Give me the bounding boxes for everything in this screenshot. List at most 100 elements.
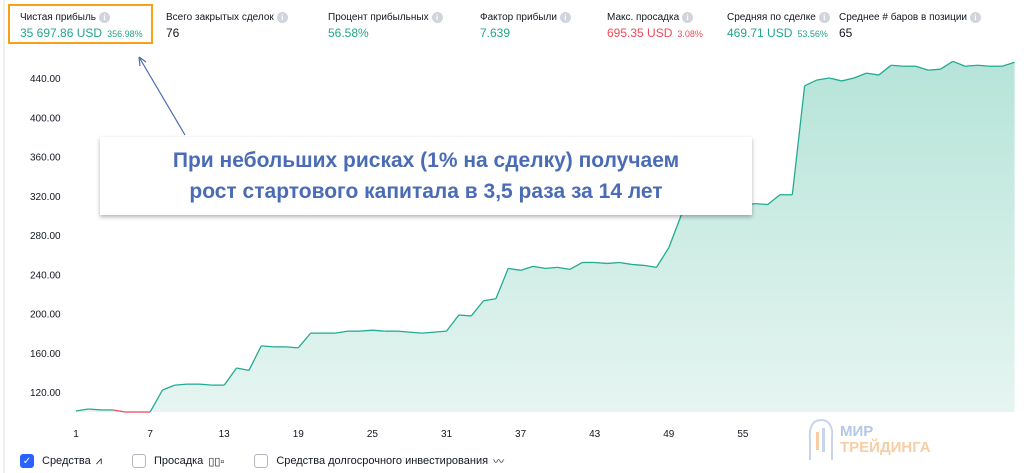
info-icon[interactable]: i xyxy=(682,12,694,23)
legend-buy-hold[interactable]: Средства долгосрочного инвестирования 〰 xyxy=(254,453,504,469)
equity-segment xyxy=(359,329,373,332)
legend: ✓ Средства ⩘ Просадка ▯▯▫ Средства долгосро… xyxy=(20,453,534,469)
stat-label: Всего закрытых сделок xyxy=(166,12,274,23)
equity-segment xyxy=(112,409,126,413)
stat-percent: 3.08% xyxy=(677,29,703,39)
equity-segment xyxy=(409,331,422,334)
equity-segment xyxy=(372,329,385,332)
equity-segment xyxy=(755,202,768,206)
annotation-line-1: При небольших рисках (1% на сделку) полу… xyxy=(172,149,680,172)
x-tick-label: 31 xyxy=(441,429,453,440)
stat-label: Чистая прибыль xyxy=(20,12,96,23)
stat-value: 7.639 xyxy=(480,26,511,40)
equity-segment xyxy=(569,261,583,270)
equity-segment xyxy=(545,266,558,270)
x-tick-label: 43 xyxy=(589,429,601,440)
equity-segment xyxy=(655,247,670,268)
stat-percent: 53.56% xyxy=(797,29,828,39)
equity-segment xyxy=(853,72,867,79)
y-tick-label: 160.00 xyxy=(30,349,61,360)
stat-percent: 356.98% xyxy=(107,29,143,39)
equity-segment xyxy=(162,384,176,391)
stat-6: Среднее # баров в позиции i 65 xyxy=(839,12,982,40)
annotation-line-2: рост стартового капитала в 3,5 раза за 1… xyxy=(189,180,663,203)
equity-segment xyxy=(297,332,312,349)
equity-segment xyxy=(952,60,966,67)
equity-segment xyxy=(199,383,212,386)
stat-2: Процент прибыльных i 56.58% xyxy=(328,12,443,40)
equity-segment xyxy=(878,64,892,76)
x-tick-label: 37 xyxy=(515,429,527,440)
equity-segment xyxy=(841,77,855,82)
info-icon[interactable]: i xyxy=(818,12,830,23)
legend-equity[interactable]: ✓ Средства ⩘ xyxy=(20,454,102,468)
buy-hold-line-icon: 〰 xyxy=(493,456,505,468)
info-icon[interactable]: i xyxy=(431,12,443,23)
stat-value: 35 697.86 USD xyxy=(20,26,103,40)
equity-area xyxy=(76,61,1015,413)
equity-segment xyxy=(75,408,89,412)
checkbox-drawdown[interactable] xyxy=(131,454,146,468)
equity-segment xyxy=(965,64,978,67)
equity-segment xyxy=(483,298,497,302)
equity-segment xyxy=(668,215,682,248)
y-tick-label: 200.00 xyxy=(30,310,61,321)
legend-drawdown[interactable]: Просадка ▯▯▫ xyxy=(131,454,225,468)
equity-segment xyxy=(804,79,818,87)
equity-segment xyxy=(594,261,608,265)
equity-segment xyxy=(643,264,657,269)
legend-buy-hold-label: Средства долгосрочного инвестирования xyxy=(276,455,489,467)
stat-label: Фактор прибыли xyxy=(480,12,557,23)
stat-label: Среднее # баров в позиции xyxy=(839,12,968,23)
info-icon[interactable]: i xyxy=(276,12,288,23)
stat-value: 695.35 USD xyxy=(607,26,673,40)
equity-segment xyxy=(248,345,262,371)
x-tick-label: 1 xyxy=(73,429,79,440)
equity-segment xyxy=(421,331,435,334)
info-icon[interactable]: i xyxy=(99,12,110,23)
equity-segment xyxy=(977,64,990,67)
checkbox-equity[interactable]: ✓ xyxy=(20,454,34,468)
stat-label: Макс. просадка xyxy=(607,12,680,23)
y-tick-label: 360.00 xyxy=(30,153,61,164)
checkbox-buy-hold[interactable] xyxy=(254,454,269,468)
x-tick-label: 49 xyxy=(663,429,675,440)
equity-segment xyxy=(829,77,842,82)
equity-segment xyxy=(261,345,274,348)
drawdown-bars-icon: ▯▯▫ xyxy=(208,455,225,468)
equity-segment xyxy=(928,68,941,71)
equity-segment xyxy=(445,314,460,332)
y-tick-label: 280.00 xyxy=(30,231,61,242)
equity-segment xyxy=(397,330,410,333)
stat-value: 65 xyxy=(839,26,853,40)
stats-header: Чистая прибыль i 35 697.86 USD 356.98% Всег… xyxy=(0,0,1024,48)
logo-line-1: МИР xyxy=(840,423,874,440)
y-tick-label: 120.00 xyxy=(30,388,61,399)
equity-segment xyxy=(1002,61,1015,67)
annotation-arrow xyxy=(138,56,186,136)
equity-segment xyxy=(631,263,645,267)
equity-segment xyxy=(458,314,472,317)
stat-value: 76 xyxy=(166,26,180,40)
stat-3: Фактор прибыли i 7.639 xyxy=(480,12,571,40)
x-tick-label: 19 xyxy=(293,429,305,440)
info-icon[interactable]: i xyxy=(559,12,571,23)
y-tick-label: 320.00 xyxy=(30,192,61,203)
equity-segment xyxy=(335,330,348,334)
equity-segment xyxy=(88,408,101,411)
equity-segment xyxy=(174,383,188,386)
equity-segment xyxy=(434,330,447,333)
equity-segment xyxy=(606,261,620,265)
x-tick-label: 7 xyxy=(147,429,153,440)
y-tick-label: 400.00 xyxy=(30,113,61,124)
y-tick-label: 240.00 xyxy=(30,270,61,281)
arrow-head-icon xyxy=(138,56,147,67)
equity-segment xyxy=(816,77,830,81)
equity-segment xyxy=(891,64,904,67)
equity-segment xyxy=(915,65,929,71)
logo-watermark: МИР ТРЕЙДИНГА xyxy=(808,418,931,462)
equity-segment xyxy=(495,268,509,300)
info-icon[interactable]: i xyxy=(970,12,982,23)
equity-segment xyxy=(791,85,806,195)
